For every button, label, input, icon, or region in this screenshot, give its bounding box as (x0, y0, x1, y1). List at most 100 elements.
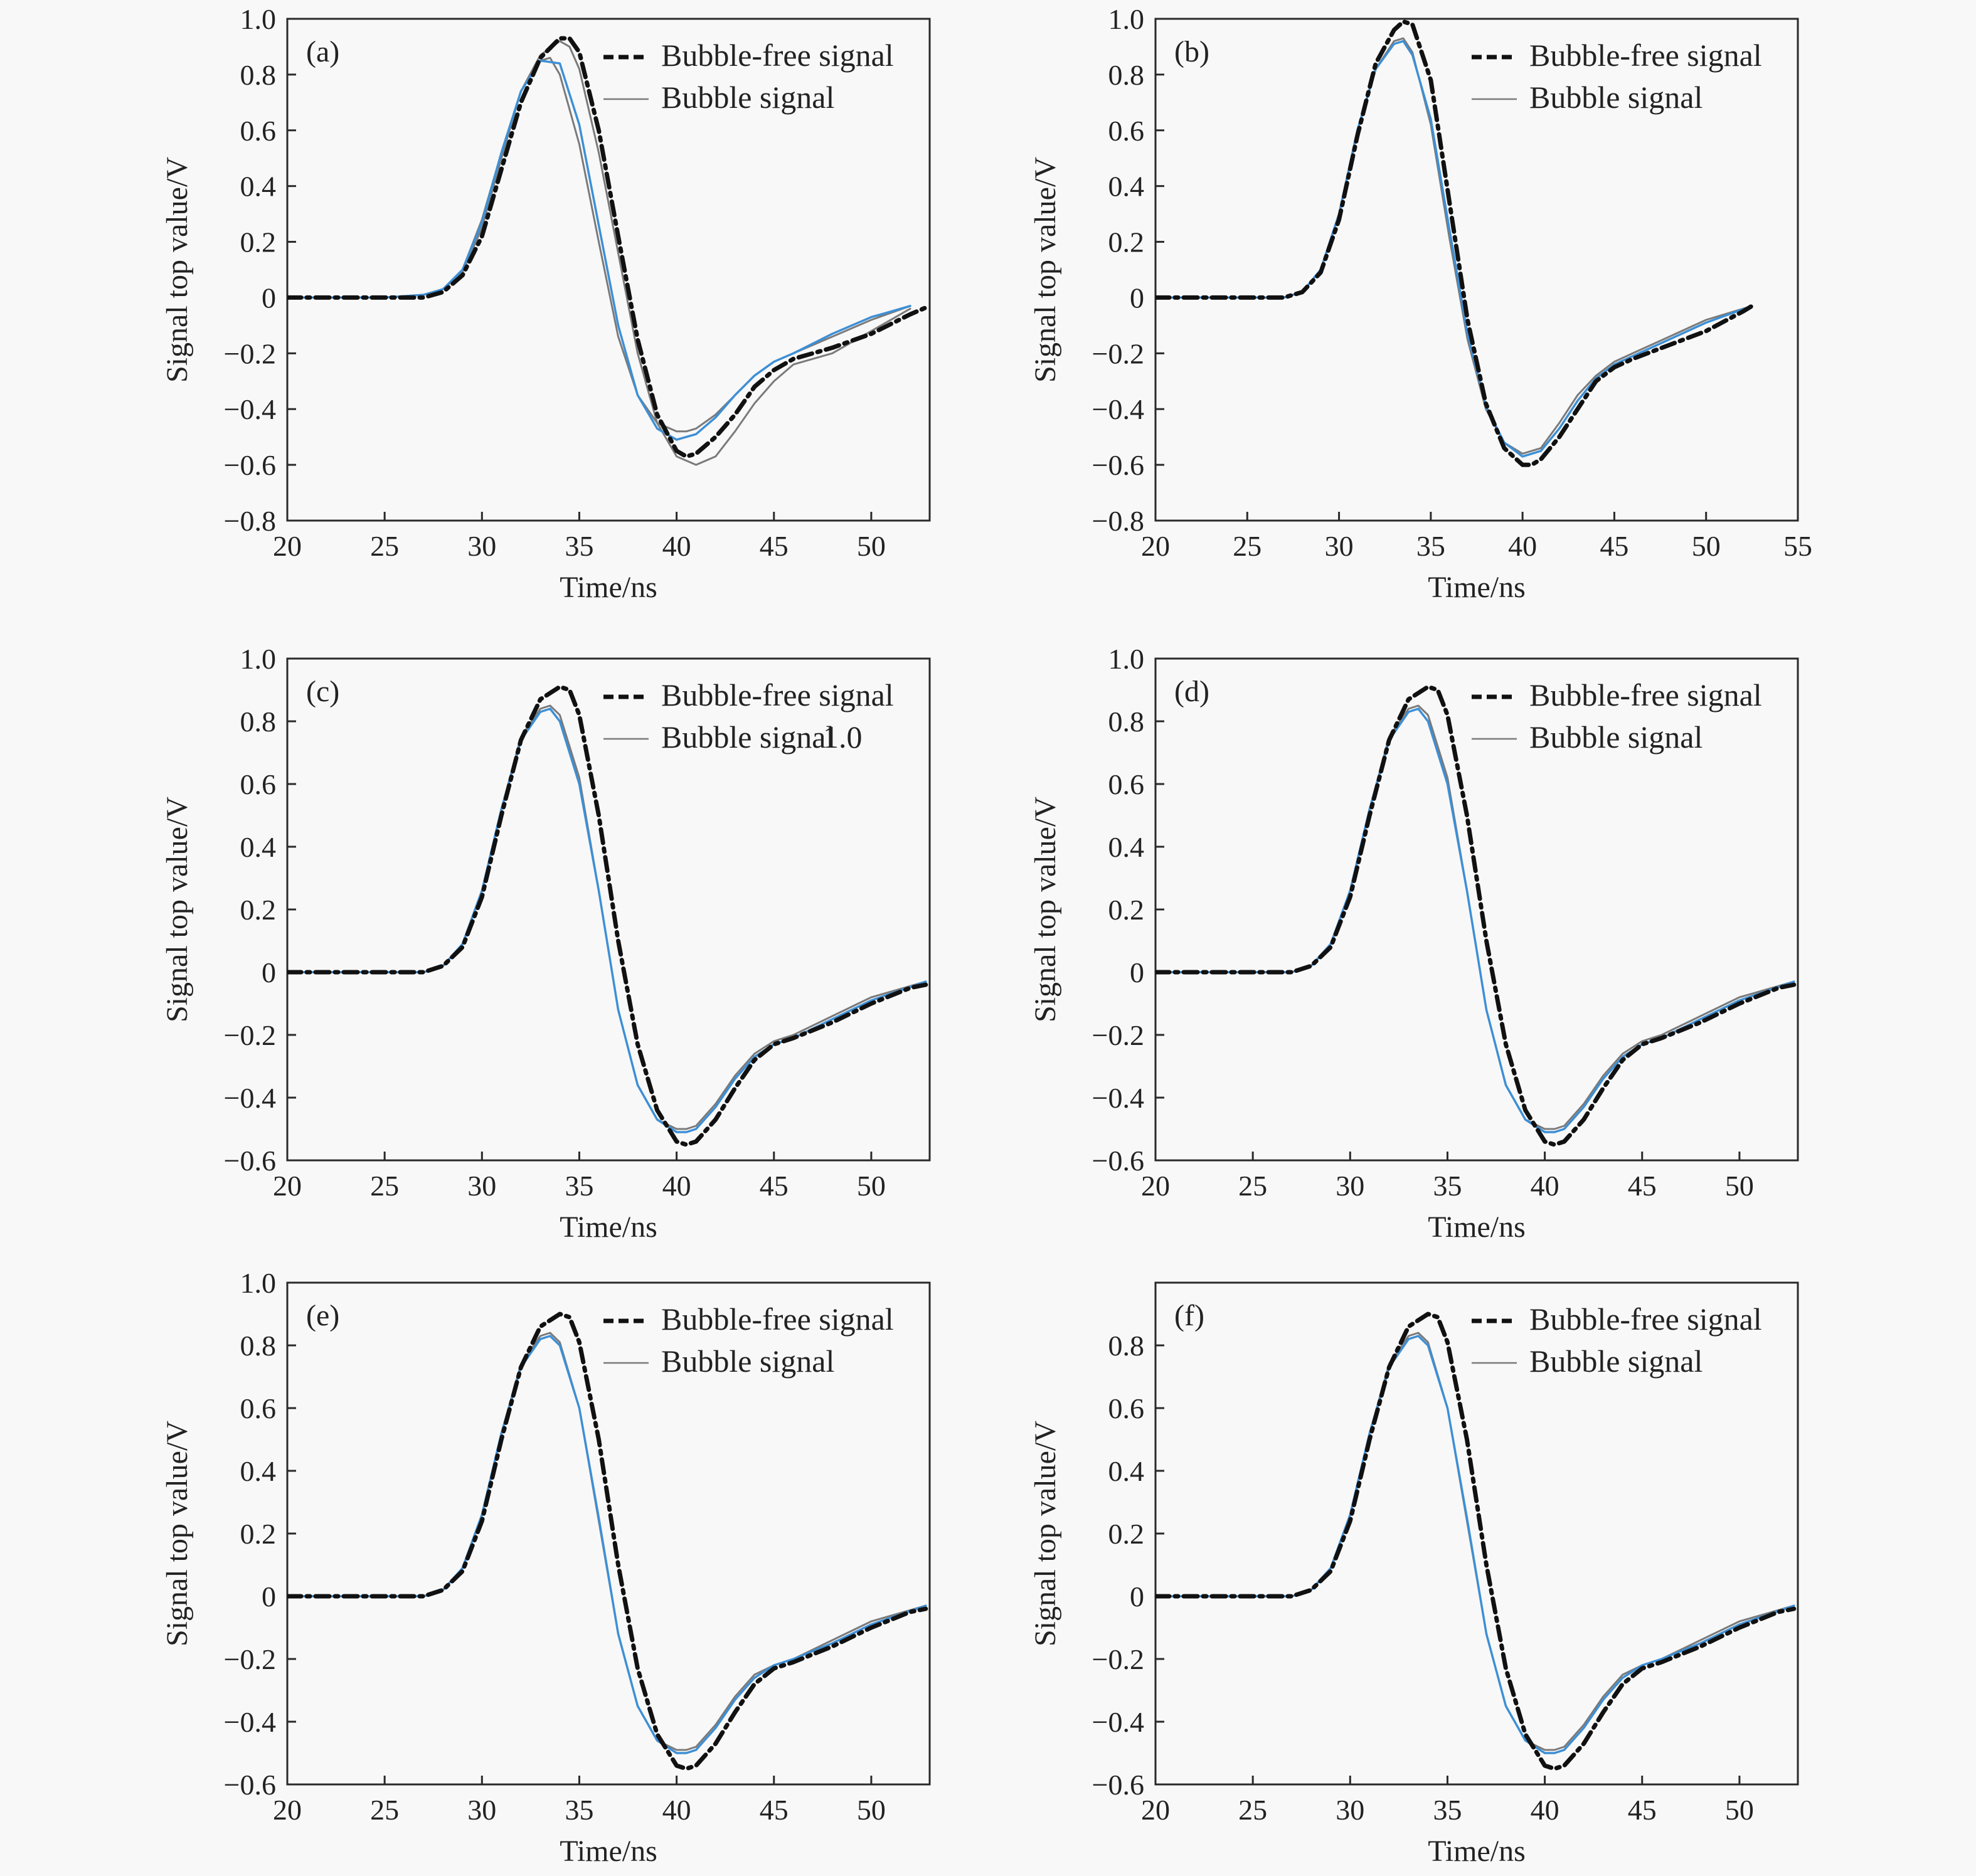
panel-annotation: 1.0 (823, 719, 863, 755)
x-tick-label: 30 (1336, 1794, 1364, 1826)
y-tick-label: 0.4 (1108, 1455, 1145, 1487)
y-tick-label: 0.6 (1108, 1392, 1145, 1424)
series-line-bubble (287, 707, 927, 1133)
y-tick-label: 0.6 (1108, 768, 1145, 800)
x-tick-label: 55 (1783, 530, 1812, 562)
y-tick-label: −0.4 (1092, 393, 1144, 425)
series-line-bubble-free (287, 1312, 928, 1771)
x-tick-label: 20 (273, 1794, 302, 1826)
x-tick-label: 40 (1531, 1170, 1559, 1202)
y-axis-label: Signal top value/V (161, 157, 194, 383)
series-group (1155, 1312, 1797, 1771)
plot-frame (1154, 18, 1799, 522)
chart-panel: 20 25 30 35 40 45 50 −0.8 −0.6 −0.4 −0.2 0 0.2 0.4 0.6… (161, 3, 931, 604)
y-axis-label: Signal top value/V (1029, 157, 1062, 383)
legend-label-bubble: Bubble signal (1529, 80, 1702, 115)
x-axis-label: Time/ns (560, 1211, 657, 1244)
x-tick-label: 25 (1238, 1170, 1267, 1202)
x-axis-label: Time/ns (560, 1835, 657, 1868)
x-tick-label: 40 (1531, 1794, 1559, 1826)
x-tick-label: 45 (1628, 1794, 1657, 1826)
panel-tag: (f) (1174, 1299, 1204, 1332)
x-tick-label: 35 (565, 530, 593, 562)
y-tick-label: 0.4 (240, 1455, 277, 1487)
series-group (287, 1312, 928, 1771)
x-tick-label: 30 (467, 1170, 496, 1202)
x-tick-label: 25 (370, 530, 399, 562)
legend-label-bubble-free: Bubble-free signal (1529, 1301, 1762, 1337)
y-tick-label: −0.2 (224, 1019, 276, 1051)
y-tick-label: 0.4 (1108, 171, 1145, 203)
y-tick-label: −0.8 (1092, 505, 1144, 537)
series-line-bubble-free (1155, 19, 1755, 467)
series-line-bubble (287, 59, 911, 441)
x-tick-label: 20 (1141, 530, 1170, 562)
series-line-bubble (287, 1335, 927, 1754)
x-axis-label: Time/ns (1428, 1835, 1526, 1868)
y-tick-label: 0.2 (1108, 894, 1145, 926)
y-tick-label: 0.6 (240, 115, 277, 147)
y-tick-label: 1.0 (1108, 3, 1145, 35)
y-tick-label: 0.6 (240, 1392, 277, 1424)
y-tick-label: −0.6 (1092, 1145, 1144, 1177)
y-tick-label: 1.0 (240, 1267, 277, 1299)
x-tick-label: 50 (1692, 530, 1721, 562)
y-tick-label: 0.2 (240, 1518, 277, 1550)
panel-tag: (d) (1174, 675, 1209, 708)
y-axis-label: Signal top value/V (161, 1421, 194, 1646)
legend-label-bubble: Bubble signal (661, 80, 834, 115)
y-tick-label: −0.2 (224, 1643, 276, 1675)
y-tick-label: 0.4 (240, 171, 277, 203)
y-tick-label: −0.6 (224, 449, 276, 481)
x-tick-label: 35 (1416, 530, 1445, 562)
series-line-bubble (1155, 1335, 1795, 1754)
y-tick-label: 0.8 (240, 59, 277, 91)
y-tick-label: 0 (262, 957, 276, 988)
legend-label-bubble: Bubble signal (661, 1343, 834, 1379)
chart-panel: 20 25 30 35 40 45 50 −0.6 −0.4 −0.2 0 0.2 0.4 0.6 0.8 1… (161, 643, 931, 1244)
chart-panel: 20 25 30 35 40 45 50 −0.6 −0.4 −0.2 0 0.2 0.4 0.6 0.8 1… (1029, 643, 1799, 1244)
y-tick-label: −0.6 (224, 1145, 276, 1177)
y-tick-label: −0.4 (1092, 1082, 1144, 1114)
panel-tag: (e) (306, 1299, 339, 1332)
x-tick-label: 45 (1600, 530, 1628, 562)
y-tick-label: 0.8 (1108, 706, 1145, 738)
chart-panel: 20 25 30 35 40 45 50 −0.6 −0.4 −0.2 0 0.2 0.4 0.6 0.8 1… (161, 1267, 931, 1868)
y-tick-label: 0.8 (1108, 1330, 1145, 1362)
y-tick-label: 0.8 (240, 706, 277, 738)
x-tick-label: 30 (467, 530, 496, 562)
x-tick-label: 40 (1508, 530, 1537, 562)
series-group (287, 684, 928, 1147)
x-tick-label: 35 (1433, 1170, 1462, 1202)
x-tick-label: 45 (1628, 1170, 1657, 1202)
y-tick-label: 0 (262, 1581, 276, 1613)
x-tick-label: 25 (370, 1170, 399, 1202)
y-tick-label: 0.2 (1108, 226, 1145, 258)
y-tick-label: −0.2 (1092, 337, 1144, 369)
x-tick-label: 50 (1725, 1170, 1754, 1202)
x-tick-label: 50 (857, 530, 886, 562)
panel-tag: (a) (306, 35, 339, 68)
y-tick-label: 0.8 (1108, 59, 1145, 91)
y-tick-label: −0.2 (1092, 1643, 1144, 1675)
legend-label-bubble-free: Bubble-free signal (661, 1301, 894, 1337)
chart-panel: 20 25 30 35 40 45 50 −0.6 −0.4 −0.2 0 0.2 0.4 0.6 0.8 T… (1029, 1281, 1799, 1868)
x-tick-label: 40 (662, 1170, 691, 1202)
y-tick-label: −0.2 (1092, 1019, 1144, 1051)
y-tick-label: −0.4 (224, 1082, 276, 1114)
x-tick-label: 30 (467, 1794, 496, 1826)
x-tick-label: 40 (662, 1794, 691, 1826)
legend-label-bubble: Bubble signal (1529, 719, 1702, 755)
x-tick-label: 30 (1336, 1170, 1364, 1202)
series-group (1155, 19, 1755, 467)
x-tick-label: 40 (662, 530, 691, 562)
legend-label-bubble: Bubble signal (661, 719, 834, 755)
x-tick-label: 35 (565, 1794, 593, 1826)
plot-frame (286, 18, 931, 522)
x-tick-label: 50 (857, 1794, 886, 1826)
x-axis-label: Time/ns (560, 571, 657, 604)
y-tick-label: −0.8 (224, 505, 276, 537)
series-line-bubble-free (287, 684, 928, 1147)
y-tick-label: 0.6 (240, 768, 277, 800)
x-tick-label: 45 (760, 1794, 789, 1826)
